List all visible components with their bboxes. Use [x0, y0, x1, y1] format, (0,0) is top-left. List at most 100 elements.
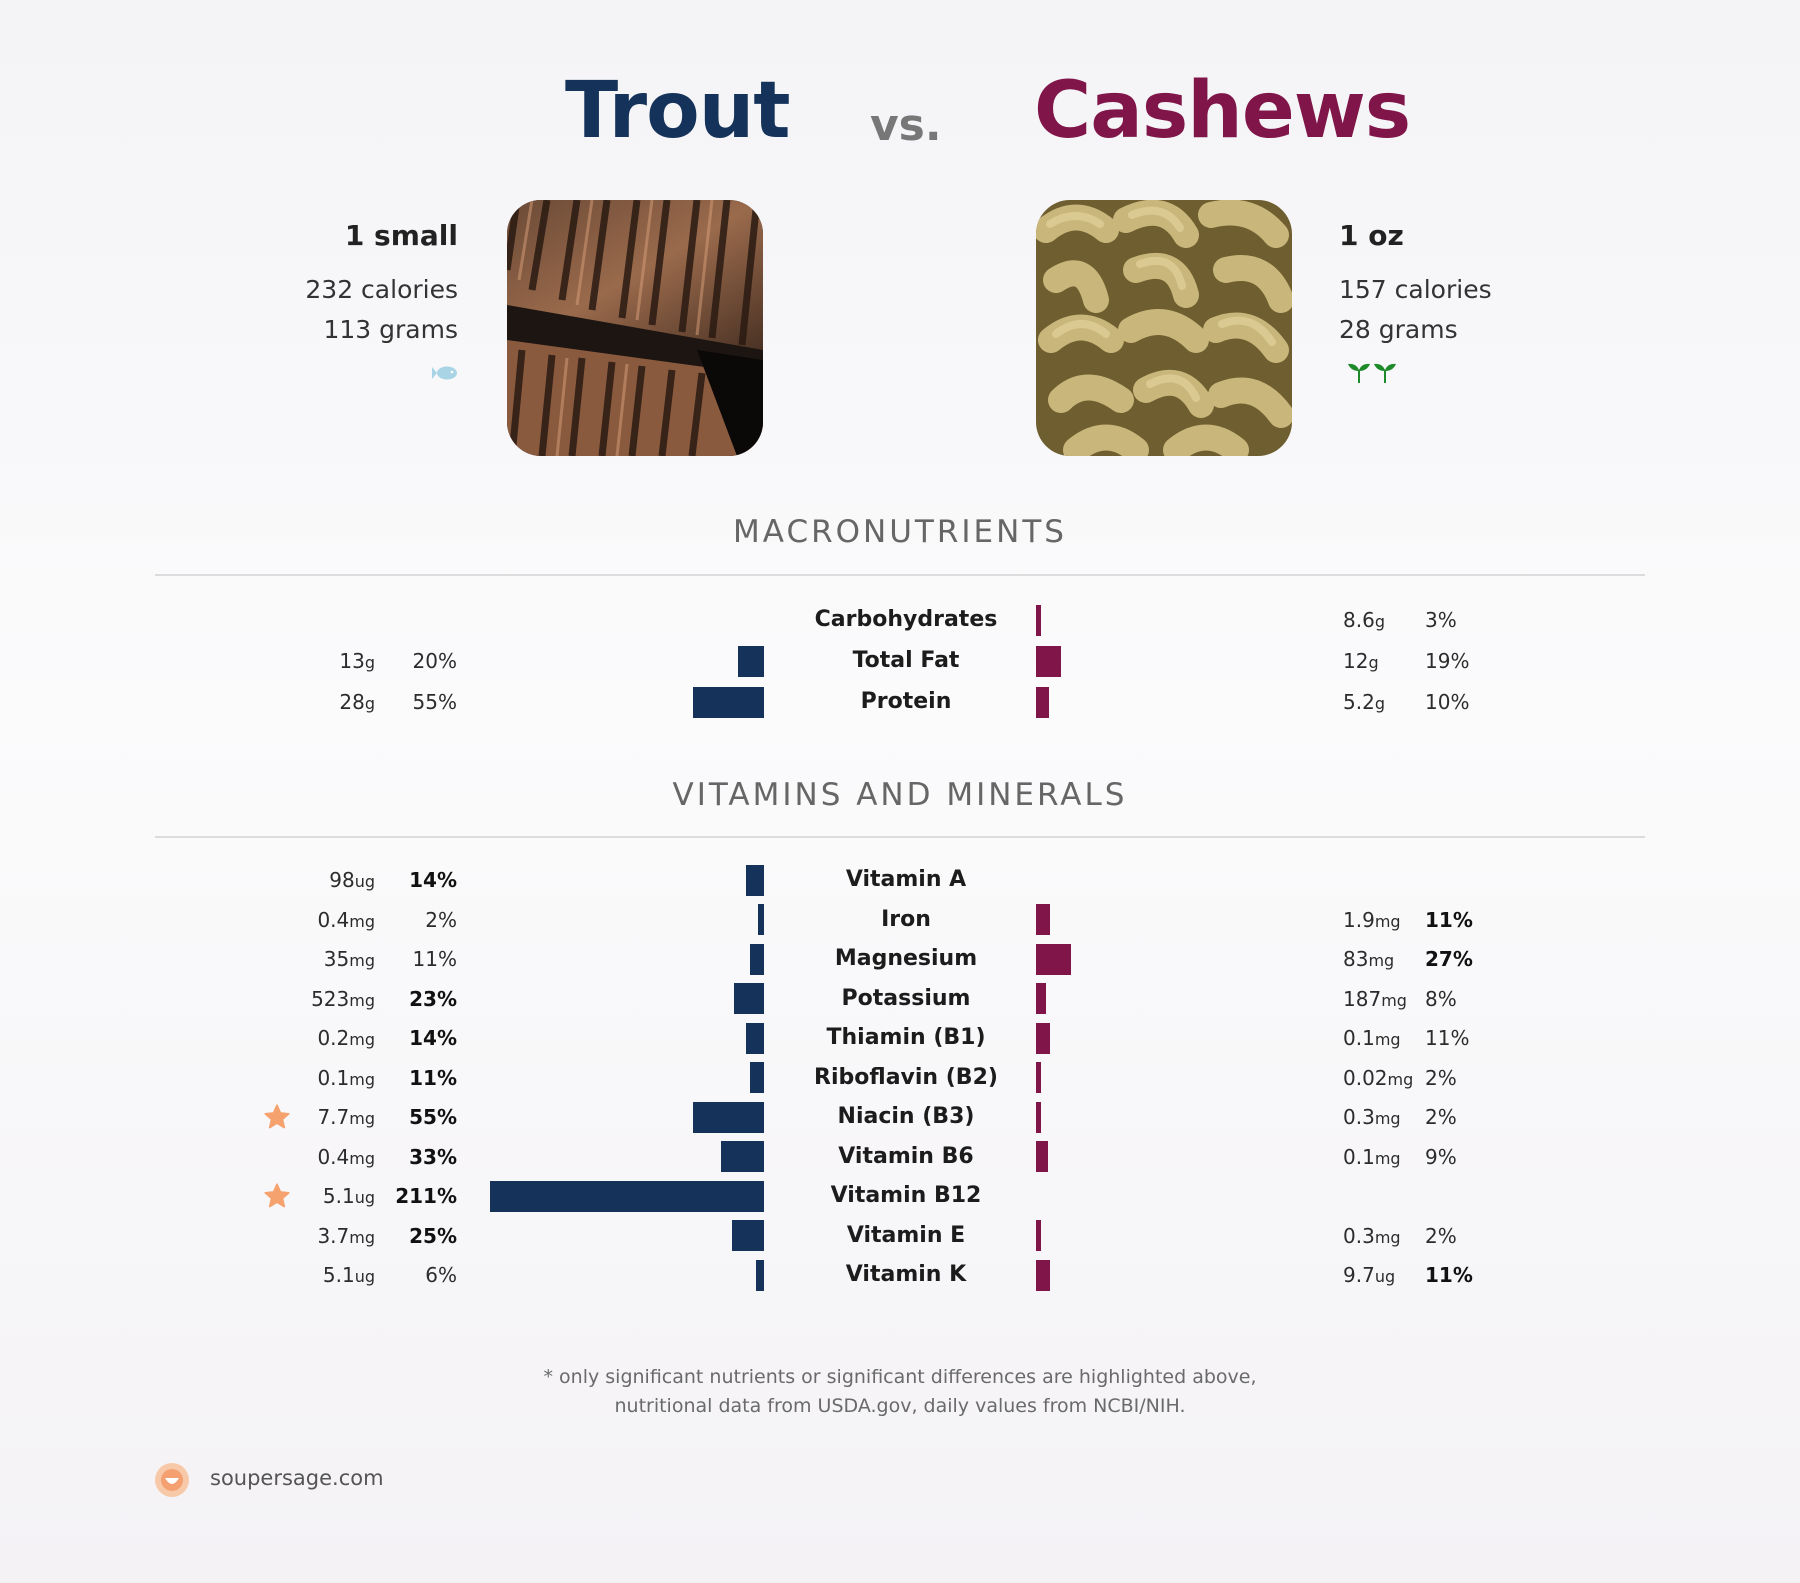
right-percent-iron: 11% — [1425, 907, 1473, 932]
right-bar-vitamin-b6 — [1036, 1141, 1048, 1172]
right-amount-unit: ug — [1374, 1267, 1396, 1286]
left-amount-niacin-b3: 7.7mg — [317, 1104, 375, 1132]
right-amount-unit: g — [1374, 612, 1385, 631]
right-amount-value: 187 — [1343, 986, 1382, 1011]
left-amount-unit: g — [364, 694, 375, 713]
right-percent-vitamin-k: 11% — [1425, 1263, 1473, 1287]
right-percent-thiamin-b1: 11% — [1425, 1026, 1470, 1050]
left-amount-unit: ug — [354, 872, 375, 891]
left-percent-riboflavin-b2: 11% — [409, 1065, 457, 1090]
nutrient-label-thiamin-b1: Thiamin (B1) — [826, 1025, 986, 1050]
left-bar-vitamin-b12 — [489, 1180, 764, 1212]
right-bar-carbohydrates — [1036, 604, 1041, 636]
right-bar-total-fat — [1036, 645, 1061, 677]
left-amount-value: 0.4 — [317, 907, 350, 932]
nutrient-label-vitamin-b12: Vitamin B12 — [830, 1183, 982, 1208]
right-amount-iron: 1.9mg — [1343, 907, 1401, 935]
left-amount-unit: mg — [349, 911, 375, 931]
right-amount-niacin-b3: 0.3mg — [1343, 1104, 1401, 1132]
macronutrients-divider — [155, 574, 1645, 576]
right-percent-protein: 10% — [1425, 690, 1470, 714]
left-amount-unit: mg — [349, 1109, 375, 1128]
left-amount-value: 0.1 — [317, 1065, 350, 1090]
right-amount-value: 0.1 — [1343, 1026, 1375, 1050]
right-amount-unit: mg — [1374, 1030, 1401, 1049]
left-bar-niacin-b3 — [692, 1101, 764, 1133]
right-bar-potassium — [1036, 983, 1047, 1014]
star-icon — [263, 1182, 291, 1214]
left-amount-value: 0.2 — [317, 1026, 350, 1050]
right-bar-vitamin-k — [1036, 1259, 1051, 1291]
right-amount-value: 83 — [1343, 947, 1369, 971]
left-percent-iron: 2% — [425, 907, 457, 932]
nutrient-label-carbohydrates: Carbohydrates — [814, 607, 998, 632]
left-grams: 113 grams — [323, 315, 458, 344]
sprout-icon — [1347, 361, 1399, 387]
left-food-title: Trout — [565, 66, 791, 156]
left-bar-vitamin-a — [745, 864, 764, 896]
nutrient-label-vitamin-b6: Vitamin B6 — [838, 1143, 974, 1169]
left-amount-iron: 0.4mg — [317, 907, 375, 935]
right-food-title: Cashews — [1034, 66, 1411, 156]
left-bar-riboflavin-b2 — [749, 1062, 764, 1093]
left-amount-unit: mg — [349, 1030, 375, 1049]
trout-image — [507, 200, 763, 456]
right-amount-protein: 5.2g — [1343, 689, 1385, 717]
right-amount-value: 8.6 — [1343, 608, 1375, 632]
nutrient-label-iron: Iron — [881, 906, 931, 932]
nutrient-label-niacin-b3: Niacin (B3) — [837, 1104, 975, 1129]
right-amount-riboflavin-b2: 0.02mg — [1343, 1065, 1413, 1093]
soupersage-logo-icon — [152, 1460, 192, 1504]
left-amount-vitamin-b12: 5.1ug — [323, 1183, 375, 1211]
right-amount-value: 1.9 — [1343, 907, 1375, 932]
left-percent-protein: 55% — [412, 690, 457, 714]
left-bar-iron — [758, 904, 764, 935]
nutrient-label-magnesium: Magnesium — [834, 946, 978, 971]
left-percent-potassium: 23% — [409, 986, 457, 1011]
cashews-image — [1036, 200, 1292, 456]
left-bar-potassium — [734, 983, 764, 1014]
right-amount-magnesium: 83mg — [1343, 946, 1394, 974]
right-percent-total-fat: 19% — [1425, 649, 1470, 673]
left-percent-vitamin-a: 14% — [409, 868, 457, 892]
right-amount-unit: mg — [1387, 1069, 1414, 1089]
left-amount-value: 7.7 — [317, 1105, 350, 1129]
right-amount-vitamin-b6: 0.1mg — [1343, 1144, 1401, 1172]
left-calories: 232 calories — [305, 275, 458, 304]
left-amount-value: 0.4 — [317, 1144, 350, 1169]
right-percent-carbohydrates: 3% — [1425, 608, 1457, 632]
left-amount-unit: ug — [354, 1267, 375, 1286]
vs-label: vs. — [870, 100, 942, 151]
left-bar-thiamin-b1 — [745, 1022, 764, 1054]
footnote-line-2: nutritional data from USDA.gov, daily va… — [614, 1395, 1186, 1417]
left-amount-riboflavin-b2: 0.1mg — [317, 1065, 375, 1093]
left-amount-value: 523 — [311, 986, 350, 1011]
left-amount-value: 5.1 — [322, 1184, 355, 1208]
right-percent-riboflavin-b2: 2% — [1425, 1065, 1457, 1090]
right-amount-unit: mg — [1374, 1227, 1401, 1247]
left-amount-unit: mg — [349, 1148, 375, 1168]
vitamins-divider — [155, 836, 1645, 838]
left-percent-magnesium: 11% — [412, 947, 457, 971]
nutrient-label-total-fat: Total Fat — [852, 648, 960, 673]
left-percent-vitamin-b12: 211% — [395, 1184, 457, 1208]
left-amount-vitamin-k: 5.1ug — [323, 1262, 375, 1290]
right-amount-value: 9.7 — [1343, 1263, 1375, 1287]
left-bar-magnesium — [749, 943, 764, 975]
nutrient-label-potassium: Potassium — [841, 985, 971, 1011]
right-bar-thiamin-b1 — [1036, 1022, 1051, 1054]
left-percent-vitamin-k: 6% — [425, 1263, 457, 1287]
right-amount-value: 0.3 — [1343, 1105, 1375, 1129]
star-icon — [263, 1103, 291, 1135]
left-percent-total-fat: 20% — [412, 649, 457, 673]
left-bar-vitamin-k — [756, 1259, 764, 1291]
right-percent-niacin-b3: 2% — [1425, 1105, 1457, 1129]
right-amount-value: 12 — [1343, 649, 1369, 673]
left-amount-protein: 28g — [339, 689, 375, 717]
brand-name: soupersage.com — [210, 1466, 384, 1490]
left-amount-value: 13 — [339, 649, 365, 673]
right-bar-protein — [1036, 686, 1049, 718]
footnote-line-1: * only significant nutrients or signific… — [543, 1366, 1257, 1388]
left-percent-thiamin-b1: 14% — [409, 1026, 457, 1050]
left-bar-total-fat — [738, 645, 764, 677]
